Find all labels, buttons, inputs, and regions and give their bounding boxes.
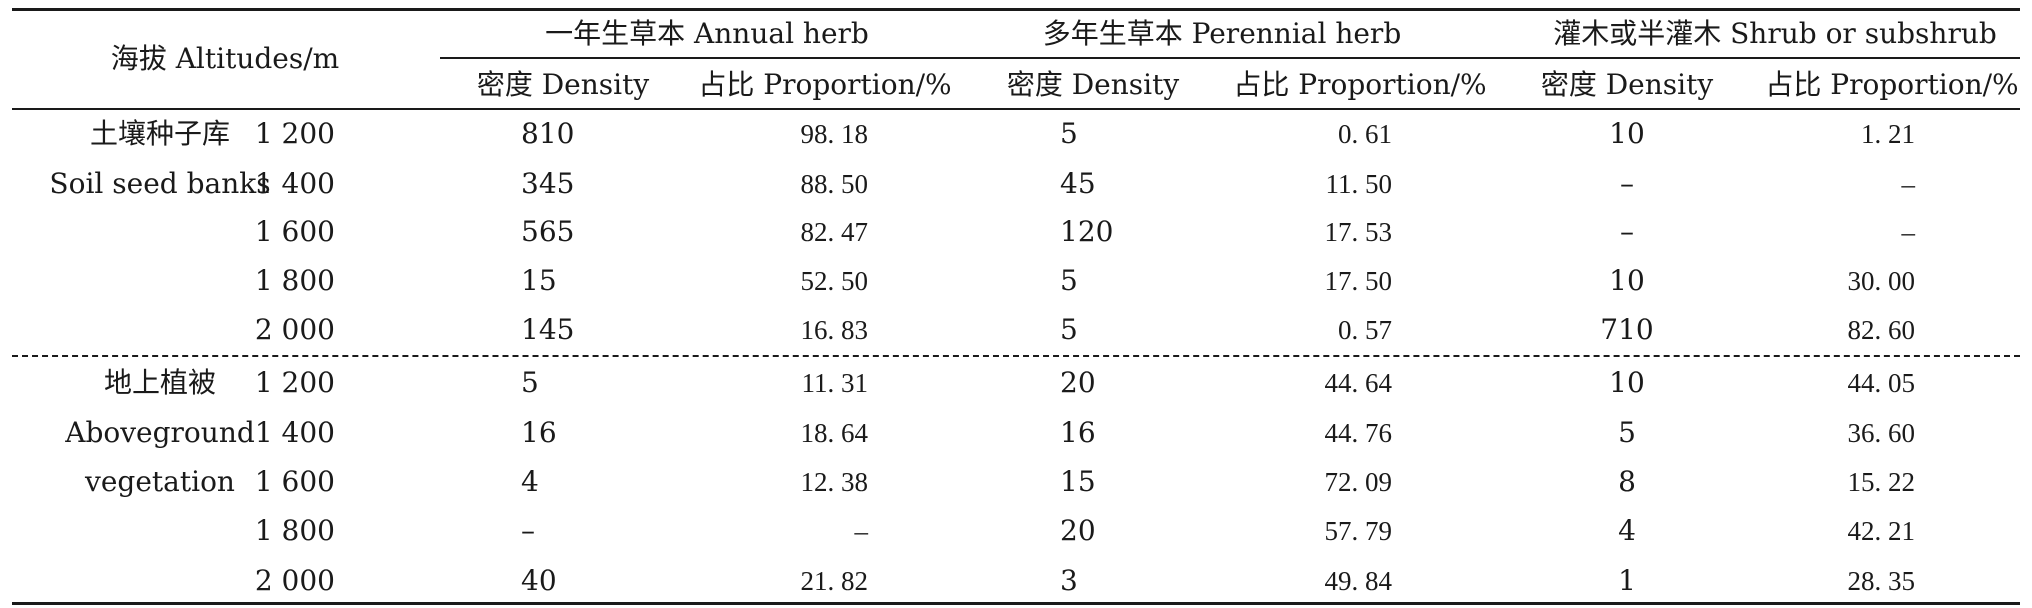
perennial-proportion-cell: 0. 61 [1338,119,1392,149]
annual-proportion-cell: 82. 47 [800,217,869,247]
shrub-proportion-cell: – [1901,169,1916,199]
shrub-proportion-cell: 15. 22 [1847,467,1916,497]
annual-proportion-cell: – [854,516,869,546]
header-bottom-rule [12,108,2020,110]
altitude-cell: 1 400 [254,167,335,200]
annual-density-cell: 810 [521,117,575,150]
shrub-density-cell: – [1620,167,1634,200]
shrub-density-cell: 10 [1609,264,1645,297]
perennial-proportion-cell: 44. 64 [1324,368,1393,398]
annual-density-cell: 16 [521,416,557,449]
shrub-proportion-cell: – [1901,217,1916,247]
aboveground-vegetation-label-zh: 地上植被 [103,366,217,399]
altitude-cell: 1 600 [254,465,335,498]
perennial-density-cell: 20 [1060,366,1096,399]
shrub-proportion-cell: 42. 21 [1847,516,1916,546]
annual-proportion-cell: 98. 18 [800,119,869,149]
shrub-density-cell: 5 [1618,416,1636,449]
perennial-proportion-header: 占比 Proportion/% [1233,68,1487,101]
annual-density-cell: 5 [521,366,539,399]
aboveground-vegetation-label-en: vegetation [85,465,235,498]
perennial-density-header: 密度 Density [1006,68,1180,101]
perennial-density-cell: 16 [1060,416,1096,449]
annual-density-cell: 40 [521,564,557,597]
shrub-proportion-cell: 44. 05 [1847,368,1916,398]
perennial-density-cell: 120 [1060,215,1114,248]
shrub-density-cell: 10 [1609,366,1645,399]
perennial-proportion-cell: 57. 79 [1324,516,1393,546]
perennial-herb-header: 多年生草本 Perennial herb [1042,17,1402,50]
soil-seed-bank-label-zh: 土壤种子库 [89,117,231,150]
shrub-density-cell: 8 [1618,465,1636,498]
perennial-proportion-cell: 0. 57 [1338,315,1392,345]
perennial-herb-underline [1010,57,1535,59]
perennial-density-cell: 15 [1060,465,1096,498]
annual-density-cell: 145 [521,313,575,346]
aboveground-vegetation-label-en: Aboveground [65,416,255,449]
altitude-cell: 1 200 [254,117,335,150]
annual-density-header: 密度 Density [476,68,650,101]
annual-proportion-cell: 21. 82 [800,566,869,596]
annual-proportion-cell: 18. 64 [800,418,869,448]
shrub-proportion-header: 占比 Proportion/% [1765,68,2019,101]
annual-proportion-cell: 12. 38 [800,467,869,497]
perennial-density-cell: 3 [1060,564,1078,597]
perennial-proportion-cell: 17. 50 [1324,266,1393,296]
perennial-proportion-cell: 72. 09 [1324,467,1393,497]
perennial-density-cell: 5 [1060,117,1078,150]
perennial-density-cell: 20 [1060,514,1096,547]
shrub-density-header: 密度 Density [1540,68,1714,101]
annual-density-cell: 15 [521,264,557,297]
perennial-proportion-cell: 44. 76 [1324,418,1393,448]
section-divider [12,355,2020,357]
perennial-density-cell: 45 [1060,167,1096,200]
altitude-cell: 1 400 [254,416,335,449]
altitude-cell: 1 600 [254,215,335,248]
perennial-proportion-cell: 11. 50 [1325,169,1393,199]
annual-herb-header: 一年生草本 Annual herb [545,17,869,50]
table-bottom-rule [12,602,2020,605]
annual-herb-underline [440,57,1010,59]
shrub-proportion-cell: 82. 60 [1847,315,1916,345]
perennial-density-cell: 5 [1060,313,1078,346]
altitude-cell: 1 200 [254,366,335,399]
altitude-cell: 2 000 [254,313,335,346]
annual-density-cell: – [521,514,535,547]
annual-proportion-cell: 11. 31 [801,368,869,398]
shrub-header: 灌木或半灌木 Shrub or subshrub [1553,17,1997,50]
annual-proportion-cell: 88. 50 [800,169,869,199]
shrub-proportion-cell: 1. 21 [1861,119,1915,149]
annual-density-cell: 345 [521,167,575,200]
altitude-cell: 1 800 [254,264,335,297]
perennial-proportion-cell: 17. 53 [1324,217,1393,247]
shrub-proportion-cell: 30. 00 [1847,266,1916,296]
perennial-proportion-cell: 49. 84 [1324,566,1393,596]
annual-density-cell: 565 [521,215,575,248]
perennial-density-cell: 5 [1060,264,1078,297]
soil-seed-bank-label-en: Soil seed banks [49,167,271,200]
shrub-proportion-cell: 28. 35 [1847,566,1916,596]
shrub-density-cell: 1 [1618,564,1636,597]
altitude-cell: 1 800 [254,514,335,547]
table-top-rule [12,8,2020,11]
shrub-underline [1535,57,2020,59]
shrub-density-cell: – [1620,215,1634,248]
altitude-header: 海拔 Altitudes/m [110,42,340,75]
shrub-density-cell: 710 [1600,313,1654,346]
altitude-cell: 2 000 [254,564,335,597]
annual-density-cell: 4 [521,465,539,498]
annual-proportion-cell: 52. 50 [800,266,869,296]
annual-proportion-cell: 16. 83 [800,315,869,345]
annual-proportion-header: 占比 Proportion/% [698,68,952,101]
shrub-density-cell: 10 [1609,117,1645,150]
shrub-proportion-cell: 36. 60 [1847,418,1916,448]
shrub-density-cell: 4 [1618,514,1636,547]
